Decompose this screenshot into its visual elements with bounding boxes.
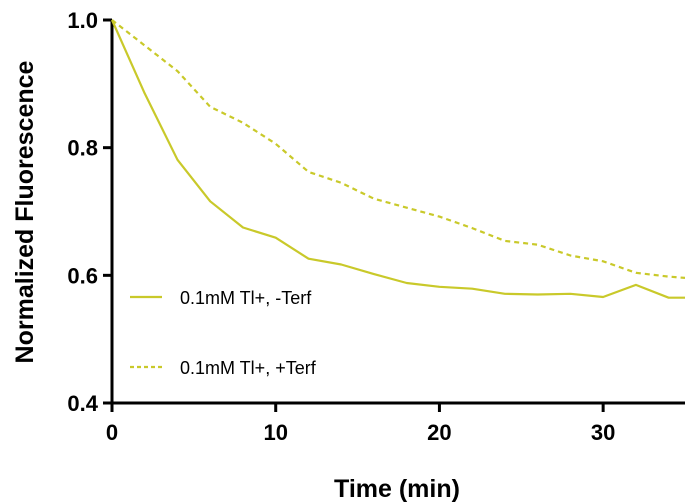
y-axis: 0.4 0.6 0.8 1.0 (67, 8, 114, 416)
x-axis: 0 10 20 30 (104, 401, 685, 445)
series-line-minus-terf (110, 19, 685, 299)
series-layer (110, 19, 685, 299)
legend-label-plus-terf: 0.1mM Tl+, +Terf (180, 358, 317, 378)
legend: 0.1mM Tl+, -Terf 0.1mM Tl+, +Terf (130, 288, 317, 378)
y-tick-label: 0.8 (67, 136, 98, 161)
x-axis-title: Time (min) (334, 475, 460, 503)
y-tick-label: 0.4 (67, 391, 98, 416)
series-line-plus-terf (111, 19, 685, 279)
x-tick-label: 30 (591, 420, 615, 445)
x-tick-label: 10 (263, 420, 287, 445)
y-tick-label: 1.0 (67, 8, 98, 33)
x-tick-label: 20 (427, 420, 451, 445)
x-tick-label: 0 (106, 420, 118, 445)
y-tick-label: 0.6 (67, 263, 98, 288)
legend-label-minus-terf: 0.1mM Tl+, -Terf (180, 288, 312, 308)
y-axis-title: Normalized Fluorescence (11, 60, 39, 363)
